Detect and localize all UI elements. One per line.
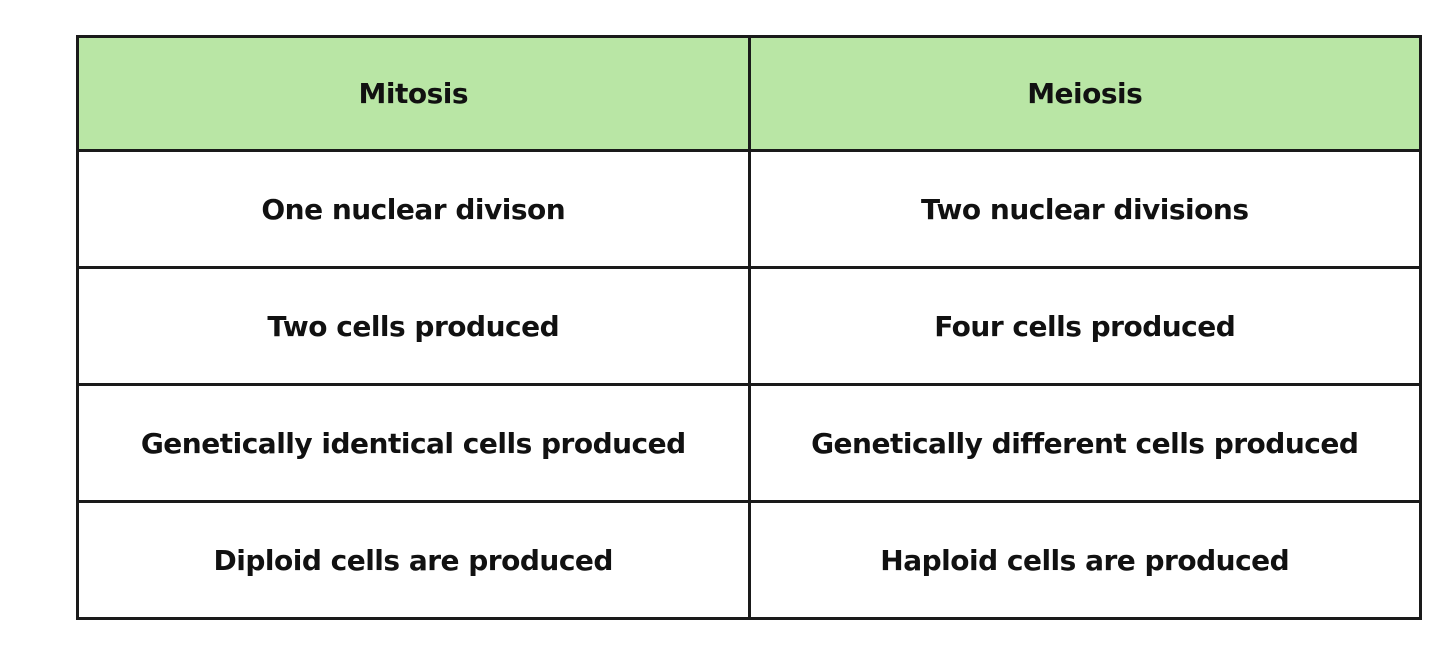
meiosis-cell: Haploid cells are produced <box>747 500 1422 620</box>
mitosis-cell: One nuclear divison <box>76 149 751 269</box>
mitosis-cell: Two cells produced <box>76 266 751 386</box>
mitosis-meiosis-comparison-table: Mitosis Meiosis One nuclear divison Two … <box>76 35 1422 620</box>
table-header: Mitosis Meiosis <box>76 35 1422 152</box>
meiosis-cell: Genetically different cells produced <box>747 383 1422 503</box>
meiosis-cell: Four cells produced <box>747 266 1422 386</box>
table-body: One nuclear divison Two nuclear division… <box>76 149 1422 620</box>
table-row: Two cells produced Four cells produced <box>76 266 1422 386</box>
header-row: Mitosis Meiosis <box>76 35 1422 152</box>
meiosis-cell: Two nuclear divisions <box>747 149 1422 269</box>
mitosis-cell: Genetically identical cells produced <box>76 383 751 503</box>
table-row: Diploid cells are produced Haploid cells… <box>76 500 1422 620</box>
table-row: One nuclear divison Two nuclear division… <box>76 149 1422 269</box>
table-row: Genetically identical cells produced Gen… <box>76 383 1422 503</box>
mitosis-cell: Diploid cells are produced <box>76 500 751 620</box>
column-header-mitosis: Mitosis <box>76 35 751 152</box>
column-header-meiosis: Meiosis <box>747 35 1422 152</box>
